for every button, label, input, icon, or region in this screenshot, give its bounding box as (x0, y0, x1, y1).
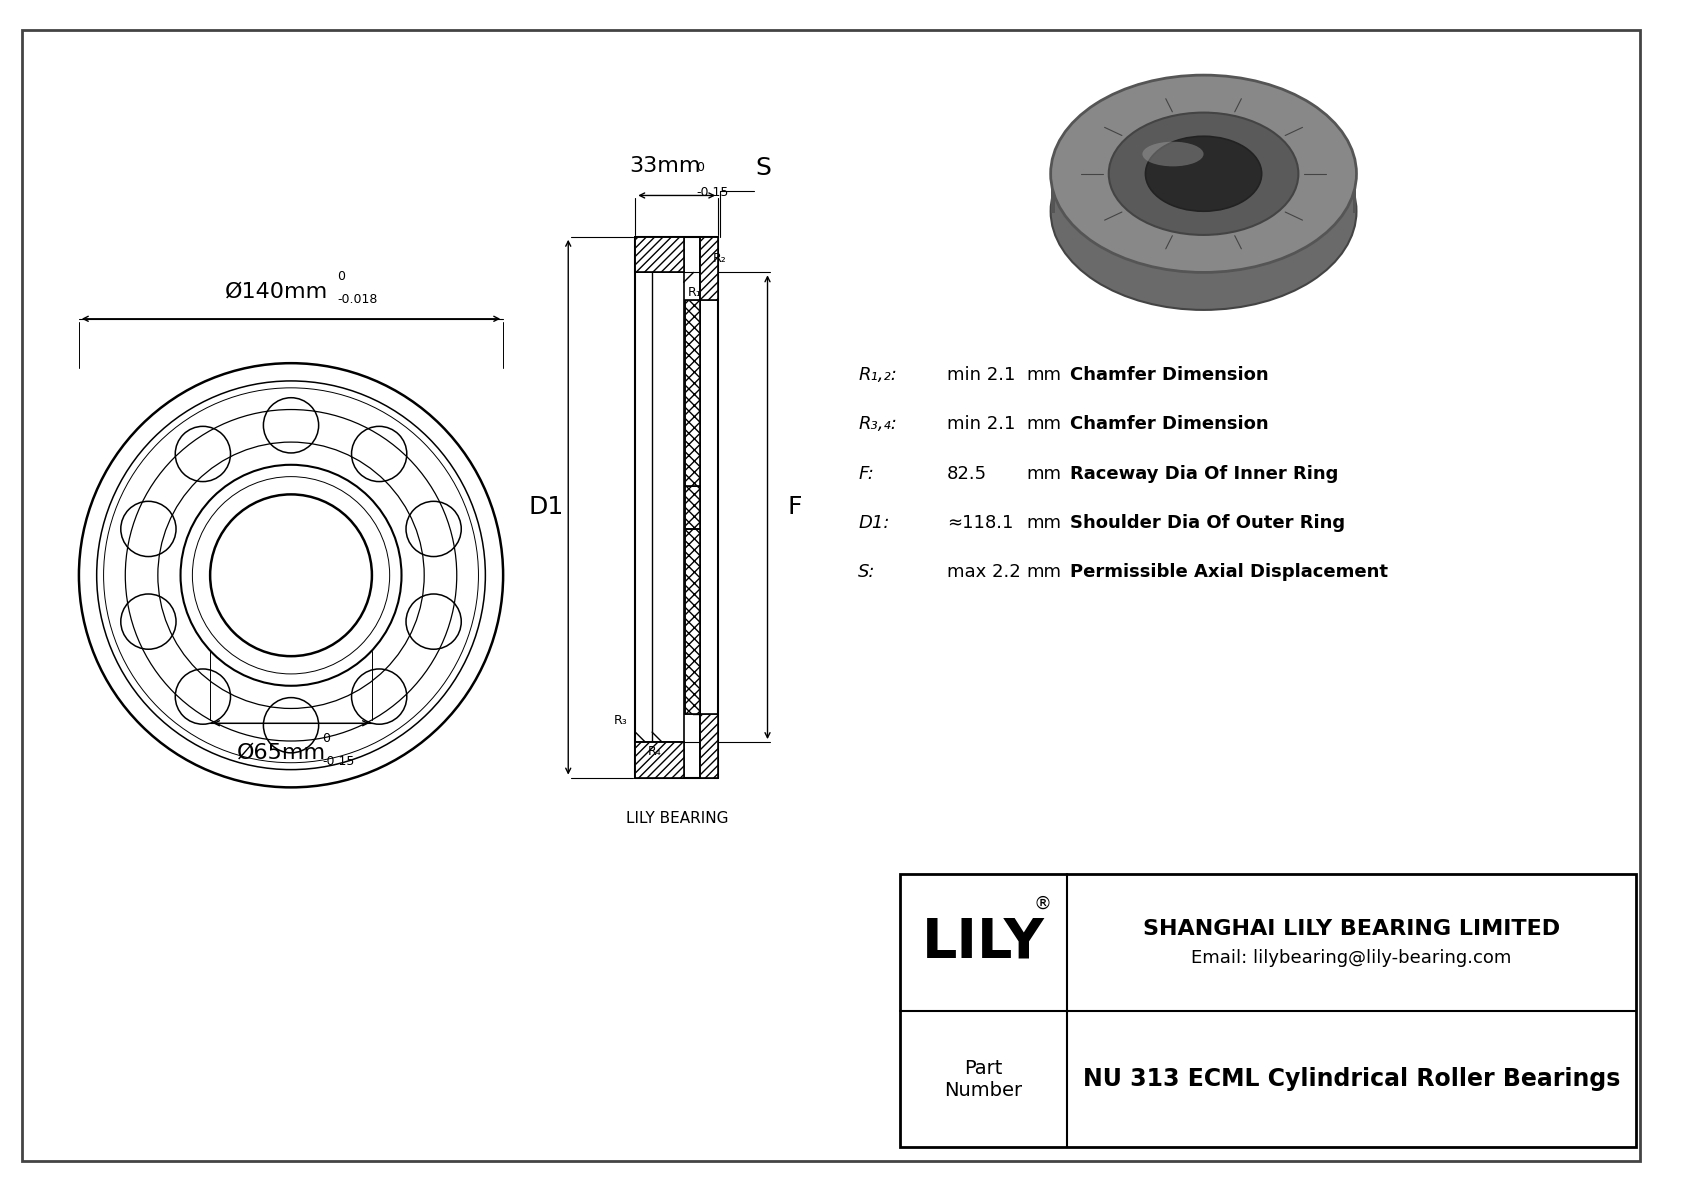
Bar (685, 300, 701, 486)
Text: Part
Number: Part Number (945, 1059, 1022, 1099)
Text: F: F (786, 495, 802, 519)
Text: Raceway Dia Of Inner Ring: Raceway Dia Of Inner Ring (1071, 464, 1339, 482)
Text: NU 313 ECML Cylindrical Roller Bearings: NU 313 ECML Cylindrical Roller Bearings (1083, 1067, 1620, 1091)
Text: D1: D1 (529, 495, 564, 519)
Text: mm: mm (1026, 464, 1061, 482)
Text: min 2.1: min 2.1 (946, 416, 1015, 434)
Text: mm: mm (1026, 515, 1061, 532)
Text: -0.018: -0.018 (337, 293, 377, 306)
Text: -0.15: -0.15 (697, 186, 729, 199)
Ellipse shape (1051, 75, 1357, 273)
Text: 0: 0 (697, 161, 704, 174)
Text: LILY BEARING: LILY BEARING (625, 811, 727, 827)
Text: mm: mm (1026, 416, 1061, 434)
Text: 33mm: 33mm (630, 156, 701, 176)
Bar (635, 742, 684, 778)
Bar (685, 529, 701, 715)
Bar (685, 486, 701, 529)
Text: LILY: LILY (923, 916, 1046, 969)
Bar (701, 715, 717, 778)
Text: R₂: R₂ (712, 252, 726, 266)
Text: 82.5: 82.5 (946, 464, 987, 482)
Ellipse shape (1108, 113, 1298, 235)
Text: 0: 0 (337, 270, 345, 283)
Bar (899, 874, 1635, 1147)
Text: R₁,₂:: R₁,₂: (859, 366, 898, 384)
Text: Chamfer Dimension: Chamfer Dimension (1071, 366, 1270, 384)
Text: R₃: R₃ (613, 713, 628, 727)
Ellipse shape (1142, 142, 1204, 167)
Text: ≈118.1: ≈118.1 (946, 515, 1014, 532)
Text: -0.15: -0.15 (323, 755, 355, 768)
Bar (635, 237, 684, 273)
Text: Shoulder Dia Of Outer Ring: Shoulder Dia Of Outer Ring (1071, 515, 1346, 532)
Bar (701, 715, 717, 778)
Text: ®: ® (1034, 894, 1052, 912)
Text: Permissible Axial Displacement: Permissible Axial Displacement (1071, 563, 1388, 581)
Text: Ø140mm: Ø140mm (224, 281, 328, 301)
Text: max 2.2: max 2.2 (946, 563, 1021, 581)
Text: Ø65mm: Ø65mm (236, 743, 325, 763)
Text: F:: F: (859, 464, 874, 482)
Text: Chamfer Dimension: Chamfer Dimension (1071, 416, 1270, 434)
Bar (685, 300, 701, 486)
Text: D1:: D1: (859, 515, 889, 532)
Bar (635, 237, 684, 273)
Text: R₃,₄:: R₃,₄: (859, 416, 898, 434)
Ellipse shape (1145, 136, 1261, 211)
Text: 0: 0 (323, 732, 330, 744)
Text: min 2.1: min 2.1 (946, 366, 1015, 384)
FancyBboxPatch shape (1051, 172, 1054, 213)
Text: SHANGHAI LILY BEARING LIMITED: SHANGHAI LILY BEARING LIMITED (1143, 918, 1559, 939)
Ellipse shape (1123, 160, 1283, 262)
Bar (685, 486, 701, 529)
FancyBboxPatch shape (1352, 172, 1357, 213)
Text: Email: lilybearing@lily-bearing.com: Email: lilybearing@lily-bearing.com (1191, 949, 1512, 967)
Text: R₄: R₄ (648, 746, 662, 759)
Bar (685, 529, 701, 715)
Bar (635, 742, 684, 778)
Text: S: S (756, 156, 771, 180)
Bar (701, 237, 717, 300)
Text: R₁: R₁ (687, 286, 701, 299)
Text: S:: S: (859, 563, 876, 581)
Ellipse shape (1051, 113, 1357, 310)
Bar (701, 237, 717, 300)
Text: mm: mm (1026, 563, 1061, 581)
Text: mm: mm (1026, 366, 1061, 384)
